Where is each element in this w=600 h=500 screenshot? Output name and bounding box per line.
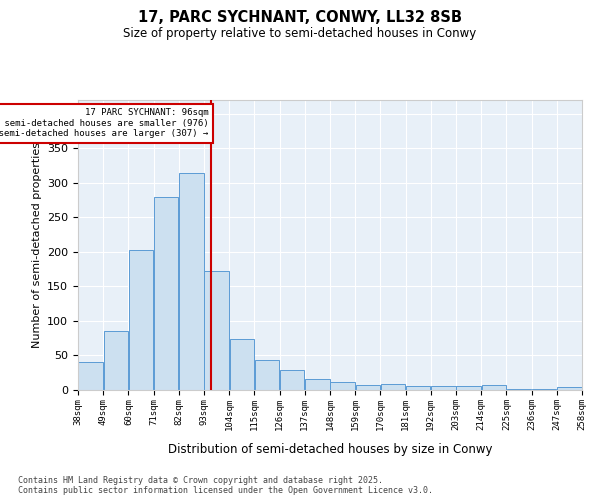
- Bar: [154, 196, 178, 390]
- Bar: [431, 386, 455, 390]
- Bar: [406, 386, 430, 390]
- Bar: [457, 386, 481, 390]
- Text: 17 PARC SYCHNANT: 96sqm
← 75% of semi-detached houses are smaller (976)
24% of s: 17 PARC SYCHNANT: 96sqm ← 75% of semi-de…: [0, 108, 209, 138]
- Text: Size of property relative to semi-detached houses in Conwy: Size of property relative to semi-detach…: [124, 28, 476, 40]
- Bar: [104, 332, 128, 390]
- Bar: [305, 379, 329, 390]
- Bar: [280, 370, 304, 390]
- Bar: [557, 387, 581, 390]
- Bar: [331, 382, 355, 390]
- Bar: [356, 385, 380, 390]
- Bar: [79, 362, 103, 390]
- Bar: [482, 385, 506, 390]
- Bar: [179, 172, 203, 390]
- Text: Contains HM Land Registry data © Crown copyright and database right 2025.
Contai: Contains HM Land Registry data © Crown c…: [18, 476, 433, 495]
- Bar: [381, 384, 405, 390]
- Bar: [255, 360, 279, 390]
- Bar: [507, 388, 531, 390]
- Text: Distribution of semi-detached houses by size in Conwy: Distribution of semi-detached houses by …: [168, 442, 492, 456]
- Bar: [230, 339, 254, 390]
- Text: 17, PARC SYCHNANT, CONWY, LL32 8SB: 17, PARC SYCHNANT, CONWY, LL32 8SB: [138, 10, 462, 25]
- Bar: [129, 250, 153, 390]
- Bar: [205, 271, 229, 390]
- Y-axis label: Number of semi-detached properties: Number of semi-detached properties: [32, 142, 41, 348]
